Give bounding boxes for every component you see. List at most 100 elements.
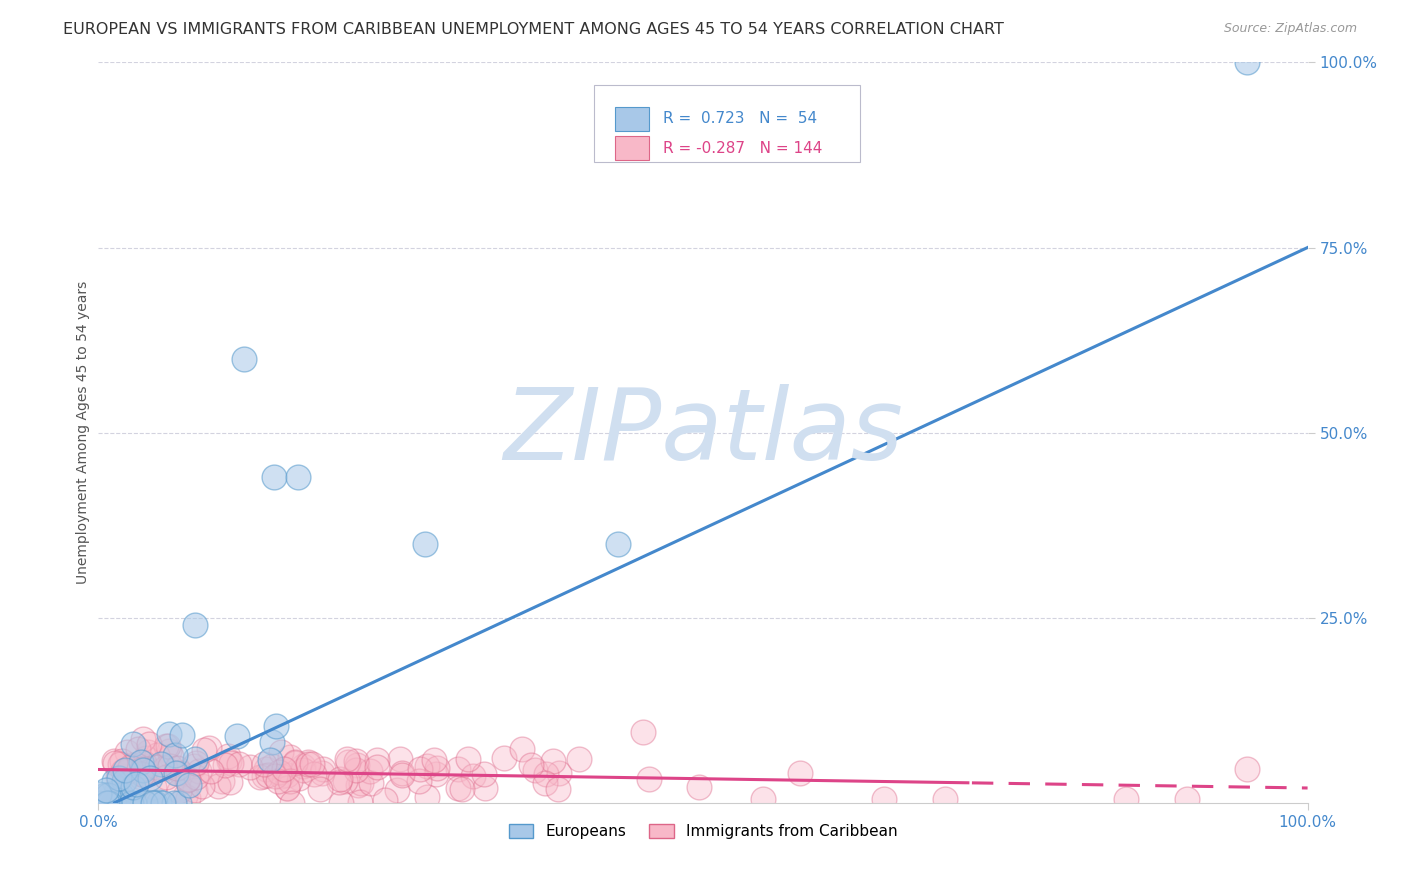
Point: [142, 796, 165, 810]
Point: [568, 752, 591, 766]
Point: [118, 796, 141, 810]
Point: [122, 796, 145, 810]
Point: [155, 770, 177, 784]
Point: [120, 796, 142, 810]
Point: [789, 766, 811, 780]
Point: [152, 796, 174, 810]
Point: [131, 731, 153, 746]
Point: [118, 760, 141, 774]
Point: [267, 774, 290, 789]
Point: [160, 749, 183, 764]
Point: [146, 760, 169, 774]
Point: [284, 756, 307, 770]
Point: [416, 789, 439, 804]
Point: [278, 749, 301, 764]
Point: [134, 756, 156, 770]
Point: [330, 796, 353, 810]
Point: [184, 752, 207, 766]
Point: [336, 756, 359, 770]
Point: [112, 774, 135, 789]
Point: [280, 774, 302, 789]
Point: [336, 752, 359, 766]
Point: [184, 783, 207, 797]
Point: [451, 782, 474, 797]
Point: [263, 470, 285, 484]
Point: [166, 761, 188, 775]
Point: [135, 751, 157, 765]
Point: [127, 742, 149, 756]
Point: [167, 766, 190, 780]
Point: [276, 768, 298, 782]
Point: [134, 796, 156, 810]
Point: [114, 764, 136, 778]
Point: [214, 757, 236, 772]
Point: [219, 775, 242, 789]
Point: [101, 796, 124, 810]
Point: [408, 773, 430, 788]
Point: [170, 728, 193, 742]
Point: [155, 761, 177, 775]
Point: [359, 764, 381, 778]
Point: [184, 618, 207, 632]
Point: [311, 766, 333, 780]
Point: [264, 769, 287, 783]
Point: [269, 764, 291, 779]
Point: [177, 778, 200, 792]
Point: [239, 760, 262, 774]
Point: [163, 796, 186, 810]
Point: [637, 772, 659, 787]
Point: [183, 758, 205, 772]
Point: [219, 756, 242, 771]
Point: [177, 790, 200, 805]
Point: [103, 796, 125, 810]
Point: [131, 770, 153, 784]
Point: [1236, 763, 1258, 777]
Point: [125, 777, 148, 791]
Point: [492, 750, 515, 764]
Point: [423, 753, 446, 767]
Point: [97, 796, 120, 810]
Point: [122, 737, 145, 751]
Point: [256, 768, 278, 782]
Point: [131, 756, 153, 770]
Text: EUROPEAN VS IMMIGRANTS FROM CARIBBEAN UNEMPLOYMENT AMONG AGES 45 TO 54 YEARS COR: EUROPEAN VS IMMIGRANTS FROM CARIBBEAN UN…: [63, 22, 1004, 37]
Point: [280, 796, 302, 810]
Point: [416, 759, 439, 773]
Point: [97, 788, 120, 802]
Point: [187, 764, 209, 778]
Point: [104, 796, 127, 810]
Point: [107, 793, 129, 807]
Point: [136, 761, 159, 775]
Point: [329, 772, 352, 786]
Point: [287, 470, 309, 484]
Point: [291, 759, 314, 773]
Point: [167, 784, 190, 798]
Point: [146, 748, 169, 763]
Point: [1175, 792, 1198, 806]
Point: [94, 783, 117, 797]
Point: [197, 741, 219, 756]
Point: [228, 757, 250, 772]
Point: [191, 779, 214, 793]
Point: [103, 756, 125, 770]
Point: [121, 757, 143, 772]
Point: [184, 756, 207, 770]
Point: [107, 791, 129, 805]
Point: [87, 796, 110, 810]
Point: [112, 764, 135, 778]
Point: [270, 769, 292, 783]
Point: [134, 768, 156, 782]
Point: [174, 789, 197, 804]
Point: [425, 766, 447, 780]
Point: [159, 758, 181, 772]
Point: [157, 726, 180, 740]
Point: [312, 762, 335, 776]
Point: [349, 795, 371, 809]
Point: [607, 536, 630, 550]
Point: [534, 767, 557, 781]
Point: [302, 767, 325, 781]
Point: [131, 762, 153, 776]
Point: [142, 780, 165, 794]
Point: [541, 754, 564, 768]
Point: [297, 756, 319, 771]
